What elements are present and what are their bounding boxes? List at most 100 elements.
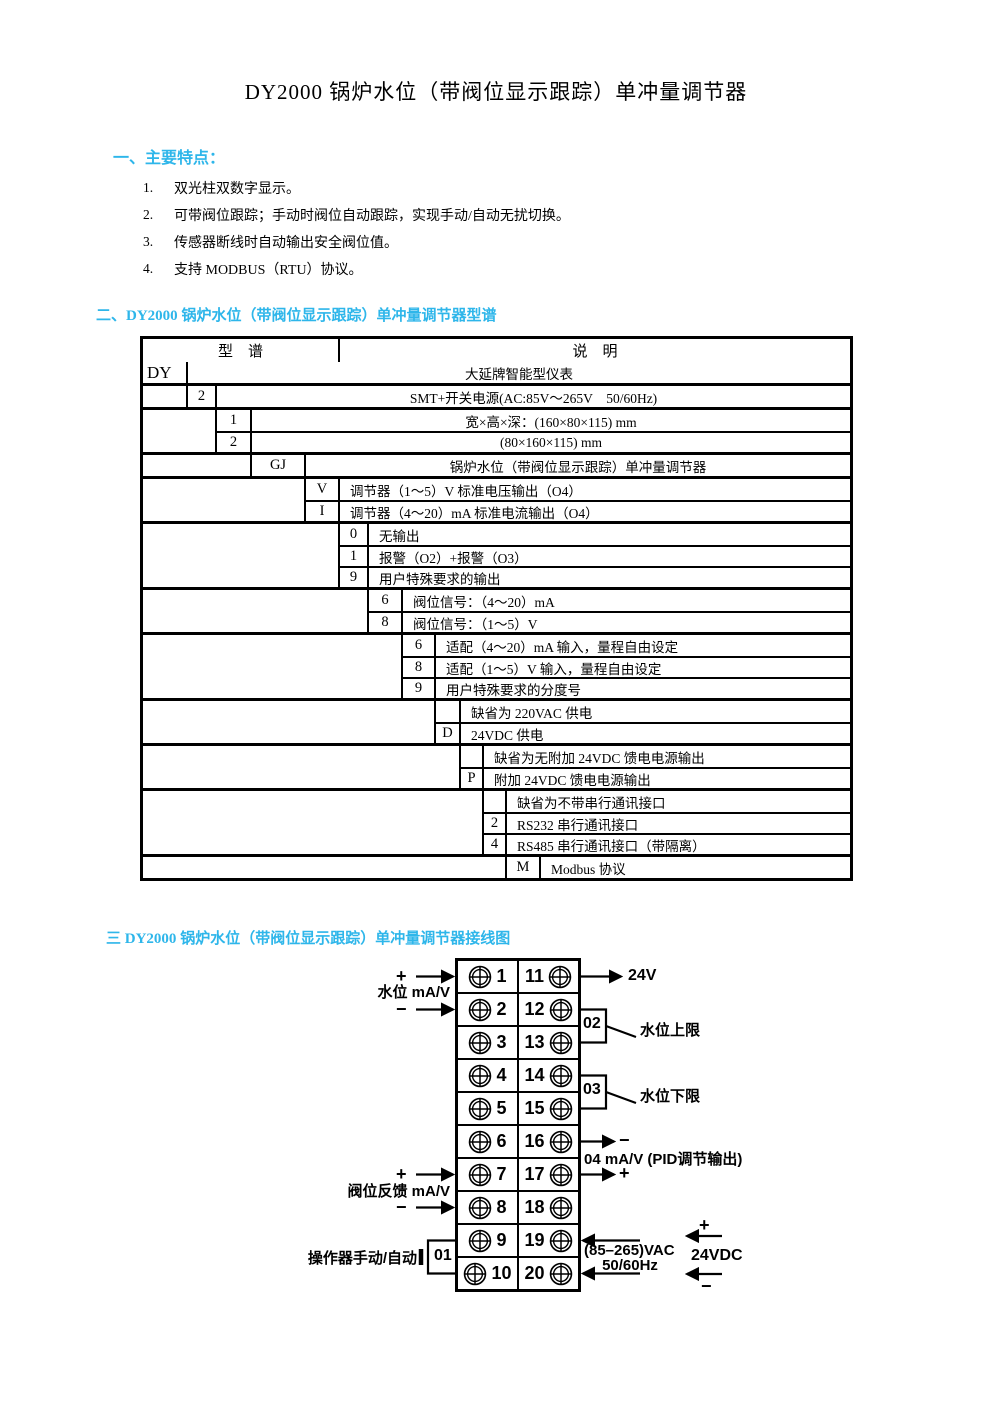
table-group: 0 无输出 1 报警（O2）+报警（O3） 9 用户特殊要求的输出	[143, 521, 850, 587]
model-desc-cell: 报警（O2）+报警（O3）	[379, 550, 528, 566]
table-spacer-cell	[143, 524, 340, 587]
model-code-cell: D	[436, 724, 461, 743]
table-spacer-cell	[143, 701, 436, 743]
wiring-lines	[416, 969, 722, 1282]
terminal-block: 1 11 2 12 3 13 4 14 5 15 6 16 7 17 8 18 9 19 10 20	[455, 958, 581, 1292]
pid-plus-sign: +	[619, 1163, 630, 1183]
screw-terminal-icon	[549, 1064, 572, 1087]
table-header-model: 型 谱	[143, 339, 340, 362]
heading-rest: 锅炉水位（带阀位显示跟踪）单冲量调节器接线图	[176, 931, 511, 947]
table-row: M Modbus 协议	[507, 857, 850, 878]
terminal-cell: 14	[519, 1060, 578, 1091]
table-group: V 调节器（1～5）V 标准电压输出（O4） I 调节器（4～20）mA 标准电…	[143, 476, 850, 521]
lead-upper-limit	[605, 1024, 637, 1039]
terminal-number: 5	[496, 1098, 507, 1118]
document-title: DY2000 锅炉水位（带阀位显示跟踪）单冲量调节器	[244, 80, 748, 104]
table-group: 缺省为 220VAC 供电 D 24VDC 供电	[143, 698, 850, 743]
table-spacer-cell	[143, 455, 252, 476]
screw-terminal-icon	[469, 965, 492, 988]
terminal-cell: 18	[519, 1192, 578, 1223]
terminal-cell: 15	[519, 1093, 578, 1124]
model-code-cell: DY	[143, 362, 188, 383]
screw-terminal-icon	[464, 1262, 487, 1285]
terminal-number: 19	[524, 1230, 545, 1250]
table-row: 4 RS485 串行通讯接口（带隔离）	[484, 833, 850, 854]
model-desc-cell: 阀位信号：（4～20）mA	[413, 594, 555, 610]
model-code-cell: 2	[217, 433, 252, 452]
table-header-desc: 说 明	[572, 344, 618, 360]
model-desc-cell: 附加 24VDC 馈电电源输出	[494, 772, 651, 788]
vdc-label: 24VDC	[691, 1247, 743, 1264]
table-row: GJ 锅炉水位（带阀位显示跟踪）单冲量调节器	[252, 455, 850, 476]
terminal-cell: 12	[519, 994, 578, 1025]
heading-prefix: 二、	[96, 308, 127, 324]
vdc-minus-sign: −	[701, 1276, 712, 1296]
table-spacer-cell	[143, 791, 484, 854]
table-spacer-cell	[143, 590, 369, 632]
screw-terminal-icon	[469, 1196, 492, 1219]
table-group: DY 大延牌智能型仪表	[143, 362, 850, 383]
heading-rest: 锅炉水位（带阀位显示跟踪）单冲量调节器型谱	[177, 308, 497, 324]
model-code-cell: M	[507, 857, 541, 878]
table-spacer-cell	[143, 746, 461, 788]
screw-terminal-icon	[549, 1031, 572, 1054]
model-desc-cell: 调节器（4～20）mA 标准电流输出（O4）	[350, 505, 599, 521]
table-row: 6 适配（4～20）mA 输入，量程自由设定	[403, 635, 850, 656]
model-code-cell: 8	[403, 658, 436, 677]
terminal-cell: 1	[458, 961, 517, 992]
model-code-cell	[484, 791, 507, 812]
screw-terminal-icon	[469, 1163, 492, 1186]
list-item: 4. 支持 MODBUS（RTU）协议。	[143, 255, 570, 282]
model-desc-cell: SMT+开关电源(AC:85V～265V 50/60Hz)	[409, 390, 658, 406]
model-code-cell: 8	[369, 613, 403, 632]
model-code-cell: 2	[484, 814, 507, 833]
terminal-number: 15	[524, 1098, 545, 1118]
terminal-number: 2	[496, 999, 507, 1019]
terminal-cell: 19	[519, 1225, 578, 1256]
valve-minus-sign: −	[396, 1197, 407, 1217]
model-desc-cell: 调节器（1～5）V 标准电压输出（O4）	[350, 483, 582, 499]
list-item-text: 传感器断线时自动输出安全阀位值。	[174, 235, 398, 251]
model-code-cell: 0	[340, 524, 369, 545]
terminal-cell: 6	[458, 1126, 517, 1157]
model-desc-cell: 大延牌智能型仪表	[465, 366, 573, 382]
screw-terminal-icon	[469, 1097, 492, 1120]
table-row: DY 大延牌智能型仪表	[143, 362, 850, 383]
pid-minus-sign: −	[619, 1130, 630, 1150]
valve-plus-sign: +	[396, 1164, 407, 1184]
table-row: 6 阀位信号：（4～20）mA	[369, 590, 850, 611]
screw-terminal-icon	[549, 1196, 572, 1219]
section-spectrum-heading: 二、DY2000 锅炉水位（带阀位显示跟踪）单冲量调节器型谱	[96, 304, 496, 325]
table-row: D 24VDC 供电	[436, 722, 850, 743]
terminal-number: 1	[496, 966, 507, 986]
table-group: 2 SMT+开关电源(AC:85V～265V 50/60Hz)	[143, 383, 850, 407]
section-features-heading: 一、主要特点：	[113, 144, 225, 168]
model-code-cell: V	[306, 479, 340, 500]
table-spacer-cell	[143, 635, 403, 698]
section-features-heading-text: 一、主要特点：	[113, 150, 226, 167]
screw-terminal-icon	[469, 1031, 492, 1054]
terminal-number: 13	[524, 1032, 545, 1052]
section-wiring-heading: 三 DY2000 锅炉水位（带阀位显示跟踪）单冲量调节器接线图	[106, 927, 510, 948]
screw-terminal-icon	[548, 965, 572, 988]
tag-02: 02	[583, 1015, 601, 1032]
terminal-cell: 20	[519, 1258, 578, 1289]
model-desc-cell: 适配（4～20）mA 输入，量程自由设定	[446, 639, 679, 655]
table-spacer-cell	[143, 410, 217, 452]
table-group: 6 阀位信号：（4～20）mA 8 阀位信号：（1～5）V	[143, 587, 850, 632]
table-row: 2 RS232 串行通讯接口	[484, 812, 850, 833]
model-desc-cell: 无输出	[379, 528, 420, 544]
label-24v-out: 24V	[628, 967, 657, 984]
table-row: 8 阀位信号：（1～5）V	[369, 611, 850, 632]
screw-terminal-icon	[549, 1262, 572, 1285]
model-code-cell: P	[461, 769, 484, 788]
table-row: 9 用户特殊要求的输出	[340, 566, 850, 587]
table-row: 0 无输出	[340, 524, 850, 545]
upper-limit-label: 水位上限	[640, 1022, 701, 1039]
model-desc-cell: 缺省为不带串行通讯接口	[517, 795, 666, 811]
model-code-cell	[436, 701, 461, 722]
screw-terminal-icon	[469, 1130, 492, 1153]
screw-terminal-icon	[469, 1064, 492, 1087]
list-item-number: 4.	[143, 260, 154, 276]
